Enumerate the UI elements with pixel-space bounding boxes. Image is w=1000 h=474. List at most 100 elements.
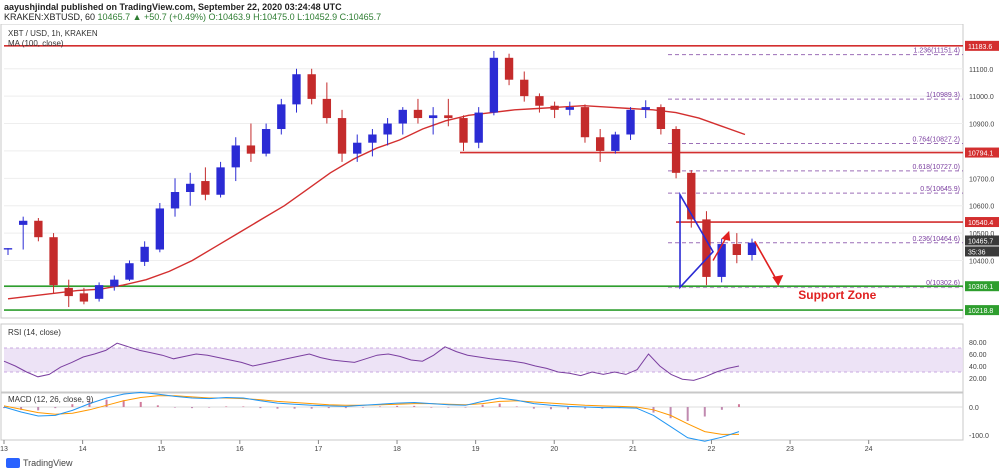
price-label-text: 10465.7 [968,238,993,245]
price-label-text: 10794.1 [968,151,993,158]
macd-histogram-bar [379,406,382,408]
macd-histogram-bar [344,407,347,409]
ma-label: MA (100, close) [8,39,64,48]
macd-histogram-bar [71,404,74,407]
ohlc-text: 10465.7 ▲ +50.7 (+0.49%) O:10463.9 H:104… [97,12,382,22]
price-tick-label: 11000.0 [969,94,994,101]
candle-body [595,137,605,151]
fib-level-label: 0(10302.6) [926,280,960,287]
macd-histogram-bar [584,407,587,409]
price-label-text: 10218.8 [968,308,993,315]
macd-signal-line [3,395,739,435]
fibonacci-levels: 1.236(11151.4) 1(10989.3) 0.764(10827.2) 0.… [668,48,963,288]
trading-chart[interactable]: 1.236(11151.4) 1(10989.3) 0.764(10827.2) 0.… [0,24,1000,456]
moving-average [7,104,746,300]
price-label-bg [965,235,999,246]
time-tick-label: 15 [157,446,165,453]
candle-body [110,279,119,287]
candle-body [520,79,529,97]
chart-title: XBT / USD, 1h, KRAKEN [8,29,98,38]
candle-body [231,145,240,168]
candle-body [626,109,635,135]
candle-body [489,57,499,113]
tradingview-logo-icon [6,458,20,468]
candle-body [307,74,316,99]
candle-body [444,115,453,119]
candle-body [474,112,483,143]
candle-body [79,293,89,302]
macd-histogram-bar [139,401,142,407]
author-line: aayushjindal published on TradingView.co… [4,2,342,12]
pane-border-2 [0,392,964,441]
macd-histogram-bar [20,407,23,410]
candle-body [34,220,43,238]
fib-level-label: 0.618(10727.0) [913,164,960,171]
time-tick-label: 13 [0,446,8,453]
price-label-text: 35:36 [968,249,986,256]
macd-histogram-bar [327,407,330,409]
fib-level-label: 1(10989.3) [926,92,960,99]
macd-histogram-bar [737,404,740,407]
drawings: Support Zone [679,191,877,302]
up-arrow [712,235,728,261]
macd-histogram-bar [720,407,723,410]
macd-histogram-bar [413,405,416,407]
macd-tick-label: 0.0 [969,405,979,412]
rsi-label: RSI (14, close) [8,328,61,337]
rsi-tick-label: 20.00 [969,376,987,383]
macd-line [3,391,740,442]
price-label-text: 11183.6 [968,44,992,51]
support-zone-annotation: Support Zone [798,288,876,302]
price-tick-label: 10500.0 [969,231,994,238]
macd-histogram-bar [686,407,689,421]
symbol-text: KRAKEN:XBTUSD, 60 [4,12,96,22]
candle-body [261,129,271,154]
macd-histogram-bar [396,405,399,407]
macd-label: MACD (12, 26, close, 9) [8,395,94,404]
candle-body [64,287,73,297]
candlesticks [3,50,757,308]
candle-body [201,181,210,195]
candle-body [3,248,13,250]
candle-body [580,107,590,138]
time-tick-label: 16 [236,446,244,453]
price-tick-label: 10900.0 [969,122,994,129]
time-tick-label: 24 [865,446,873,453]
publisher-line: aayushjindal published on TradingView.co… [4,2,342,12]
candle-body [125,263,134,280]
rsi-band [4,348,963,372]
time-tick-label: 20 [550,446,558,453]
candle-body [383,123,392,135]
macd-histogram-bar [242,406,245,408]
price-label-text: 10306.1 [968,284,993,291]
candle-body [459,118,468,143]
candle-body [19,220,28,225]
macd-histogram-bar [208,407,211,408]
tradingview-logo: TradingView [6,458,73,468]
price-label-bg [965,40,999,51]
ma-line [7,104,746,300]
candle-body [413,109,423,119]
candle-body [747,242,757,256]
time-tick-label: 22 [708,446,716,453]
candle-body [702,219,711,277]
up-arrow-head [721,230,731,241]
triangle-pattern [679,191,715,290]
candle-body [398,109,407,124]
candle-body [732,244,741,256]
fib-level-label: 0.764(10827.2) [913,136,960,143]
price-label-bg [965,281,999,292]
macd-histogram-bar [122,400,125,407]
fib-level-label: 0.5(10645.9) [920,186,960,193]
rsi-tick-label: 60.00 [969,352,987,359]
candle-body [155,208,165,250]
candle-body [717,244,726,277]
rsi-line [3,342,740,381]
candle-body [550,105,559,110]
macd-histogram-bar [532,407,535,409]
macd-histogram-bar [481,404,484,407]
price-tick-label: 11100.0 [969,67,993,74]
macd-histogram-bar [447,407,450,408]
macd-histogram-bar [310,407,313,409]
